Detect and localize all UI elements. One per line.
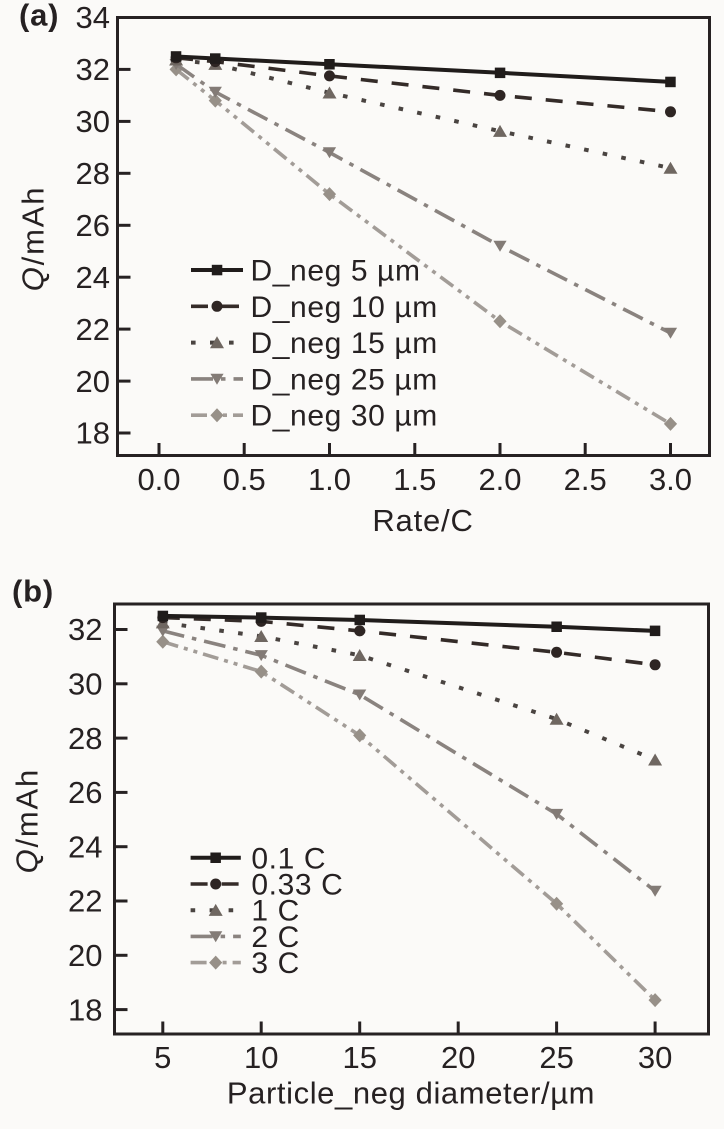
svg-text:10: 10	[244, 1040, 278, 1075]
svg-text:0.1 C: 0.1 C	[251, 842, 326, 875]
svg-text:3 C: 3 C	[251, 947, 300, 980]
svg-text:Q/mAh: Q/mAh	[16, 186, 51, 291]
svg-text:0.5: 0.5	[223, 462, 266, 497]
svg-text:(b): (b)	[12, 574, 54, 609]
svg-text:26: 26	[76, 208, 110, 243]
svg-text:Rate/C: Rate/C	[372, 503, 473, 538]
svg-text:32: 32	[68, 612, 102, 647]
svg-text:1.5: 1.5	[393, 462, 436, 497]
svg-text:D_neg 15 µm: D_neg 15 µm	[251, 327, 438, 360]
svg-text:5: 5	[154, 1040, 171, 1075]
svg-text:0.0: 0.0	[137, 462, 180, 497]
svg-text:34: 34	[76, 0, 110, 35]
svg-text:24: 24	[68, 829, 102, 864]
svg-text:20: 20	[76, 364, 110, 399]
svg-text:20: 20	[441, 1040, 475, 1075]
svg-text:D_neg 10 µm: D_neg 10 µm	[251, 291, 438, 324]
svg-text:32: 32	[76, 52, 110, 87]
svg-text:(a): (a)	[19, 0, 59, 33]
svg-text:20: 20	[68, 938, 102, 973]
svg-text:3.0: 3.0	[649, 462, 692, 497]
svg-text:Particle_neg diameter/µm: Particle_neg diameter/µm	[227, 1076, 595, 1111]
svg-text:D_neg 25 µm: D_neg 25 µm	[251, 363, 438, 396]
svg-text:22: 22	[76, 312, 110, 347]
svg-text:15: 15	[342, 1040, 376, 1075]
svg-text:30: 30	[68, 667, 102, 702]
svg-text:22: 22	[68, 884, 102, 919]
svg-text:30: 30	[76, 104, 110, 139]
svg-text:24: 24	[76, 260, 110, 295]
svg-text:1 C: 1 C	[251, 895, 300, 928]
svg-text:26: 26	[68, 775, 102, 810]
svg-text:18: 18	[68, 992, 102, 1027]
svg-text:1.0: 1.0	[308, 462, 351, 497]
svg-text:D_neg 30 µm: D_neg 30 µm	[251, 400, 438, 433]
svg-text:2 C: 2 C	[251, 921, 300, 954]
svg-text:D_neg 5 µm: D_neg 5 µm	[251, 255, 421, 288]
svg-text:28: 28	[68, 721, 102, 756]
svg-text:Q/mAh: Q/mAh	[10, 768, 45, 873]
svg-text:0.33 C: 0.33 C	[251, 869, 343, 902]
svg-text:25: 25	[539, 1040, 573, 1075]
svg-text:30: 30	[638, 1040, 672, 1075]
svg-text:2.0: 2.0	[478, 462, 521, 497]
svg-text:28: 28	[76, 156, 110, 191]
svg-text:2.5: 2.5	[564, 462, 607, 497]
svg-text:18: 18	[76, 416, 110, 451]
